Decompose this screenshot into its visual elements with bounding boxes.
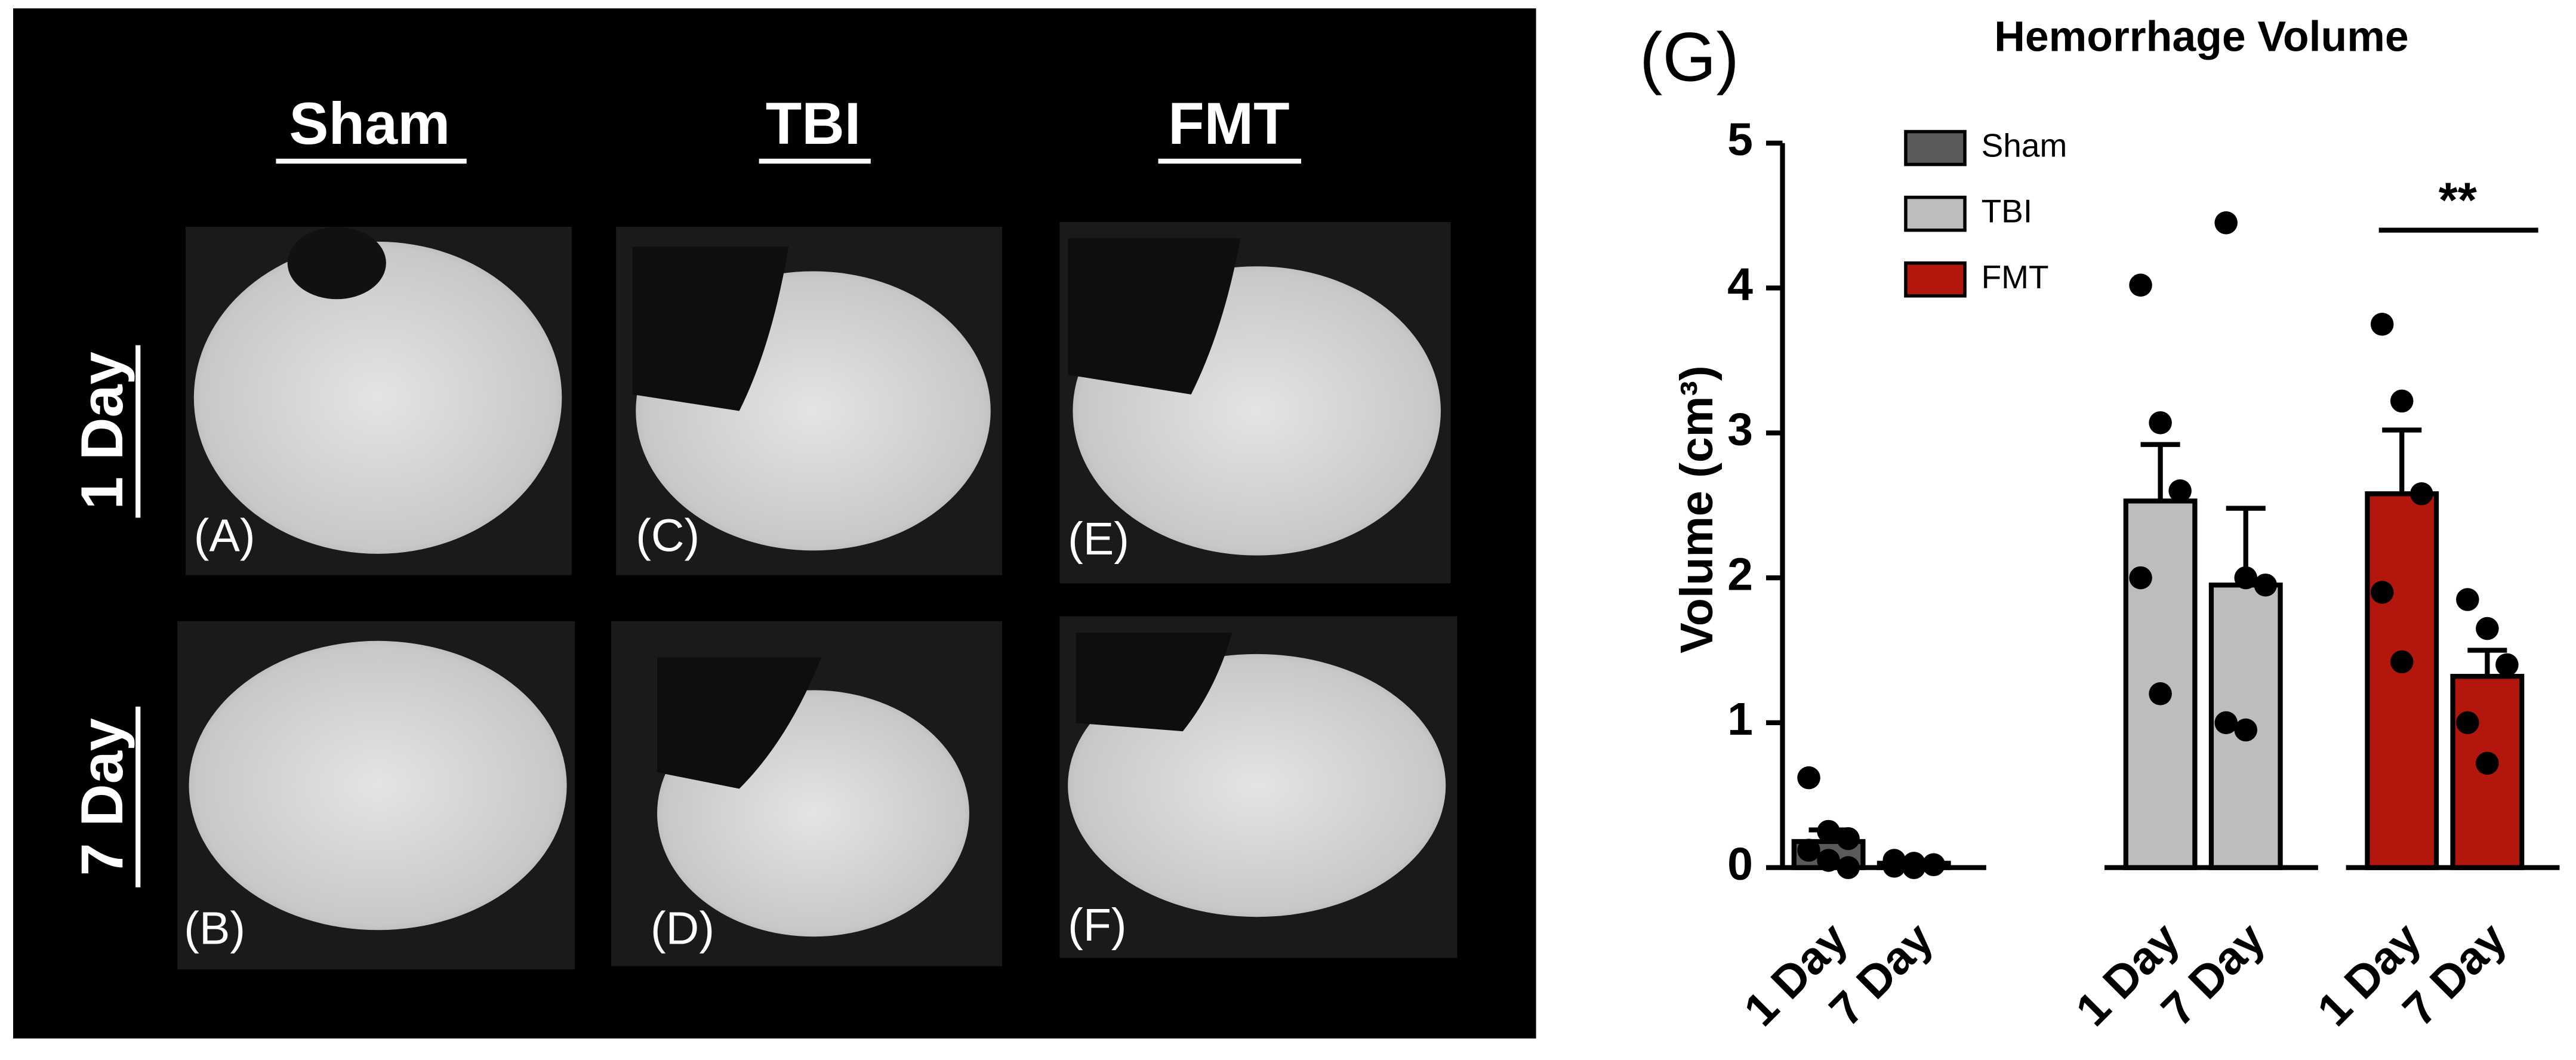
legend-swatch bbox=[1904, 261, 1967, 298]
significance-label: ** bbox=[2439, 172, 2478, 227]
legend-label: FMT bbox=[1982, 258, 2049, 295]
panel-label: (D) bbox=[651, 902, 714, 954]
data-point bbox=[2476, 751, 2499, 775]
data-point bbox=[2390, 650, 2414, 674]
chart-title: Hemorrhage Volume bbox=[1994, 13, 2408, 60]
row-label: 1 Day bbox=[69, 352, 135, 509]
panel-label: (A) bbox=[194, 510, 255, 561]
data-point bbox=[2456, 588, 2479, 611]
panel-label: (G) bbox=[1640, 19, 1739, 95]
legend-swatch bbox=[1904, 130, 1967, 167]
column-label: Sham bbox=[289, 90, 450, 156]
data-point bbox=[1817, 819, 1840, 843]
data-point bbox=[2214, 711, 2238, 735]
legend-label: Sham bbox=[1982, 127, 2067, 164]
panel-label: (F) bbox=[1068, 899, 1126, 951]
data-point bbox=[1902, 856, 1925, 879]
y-tick-label: 5 bbox=[1727, 114, 1753, 165]
y-tick-label: 3 bbox=[1727, 404, 1753, 455]
data-point bbox=[2254, 573, 2278, 597]
y-tick-label: 2 bbox=[1727, 549, 1753, 600]
mri-images bbox=[177, 221, 1458, 970]
data-point bbox=[1817, 849, 1840, 872]
error-bar bbox=[2382, 427, 2422, 494]
legend-label: TBI bbox=[1982, 193, 2033, 230]
data-point bbox=[2234, 718, 2258, 742]
data-point bbox=[1922, 853, 1946, 877]
data-point bbox=[1837, 856, 1860, 879]
data-point bbox=[2476, 617, 2499, 640]
data-point bbox=[2168, 479, 2192, 503]
data-point bbox=[2495, 653, 2519, 677]
bar bbox=[2365, 491, 2439, 870]
legend-swatch bbox=[1904, 195, 1967, 232]
data-point bbox=[2390, 389, 2414, 413]
data-point bbox=[2370, 581, 2394, 604]
data-point bbox=[1837, 827, 1860, 851]
data-point bbox=[2409, 482, 2433, 506]
panel-label: (E) bbox=[1068, 513, 1129, 565]
data-point bbox=[2370, 312, 2394, 336]
data-point bbox=[2129, 273, 2152, 297]
y-tick-label: 0 bbox=[1727, 839, 1753, 890]
data-point bbox=[2149, 682, 2172, 705]
data-point bbox=[2234, 566, 2258, 590]
panel-label: (B) bbox=[184, 902, 245, 954]
column-label: TBI bbox=[766, 90, 861, 156]
error-bar bbox=[2140, 442, 2180, 501]
data-point bbox=[1797, 766, 1820, 790]
data-point bbox=[1882, 854, 1906, 878]
data-point bbox=[2149, 411, 2172, 435]
data-point bbox=[1797, 839, 1820, 862]
y-tick-label: 1 bbox=[1727, 694, 1753, 745]
panel-label: (C) bbox=[636, 510, 700, 561]
y-axis-label: Volume (cm³) bbox=[1671, 365, 1723, 653]
y-tick-label: 4 bbox=[1727, 259, 1753, 310]
error-bar bbox=[2467, 648, 2507, 677]
data-point bbox=[2456, 711, 2479, 735]
data-point bbox=[2214, 211, 2238, 235]
column-label: FMT bbox=[1168, 90, 1290, 156]
row-label: 7 Day bbox=[69, 718, 135, 876]
data-point bbox=[2129, 566, 2152, 590]
underlines bbox=[135, 158, 1302, 888]
